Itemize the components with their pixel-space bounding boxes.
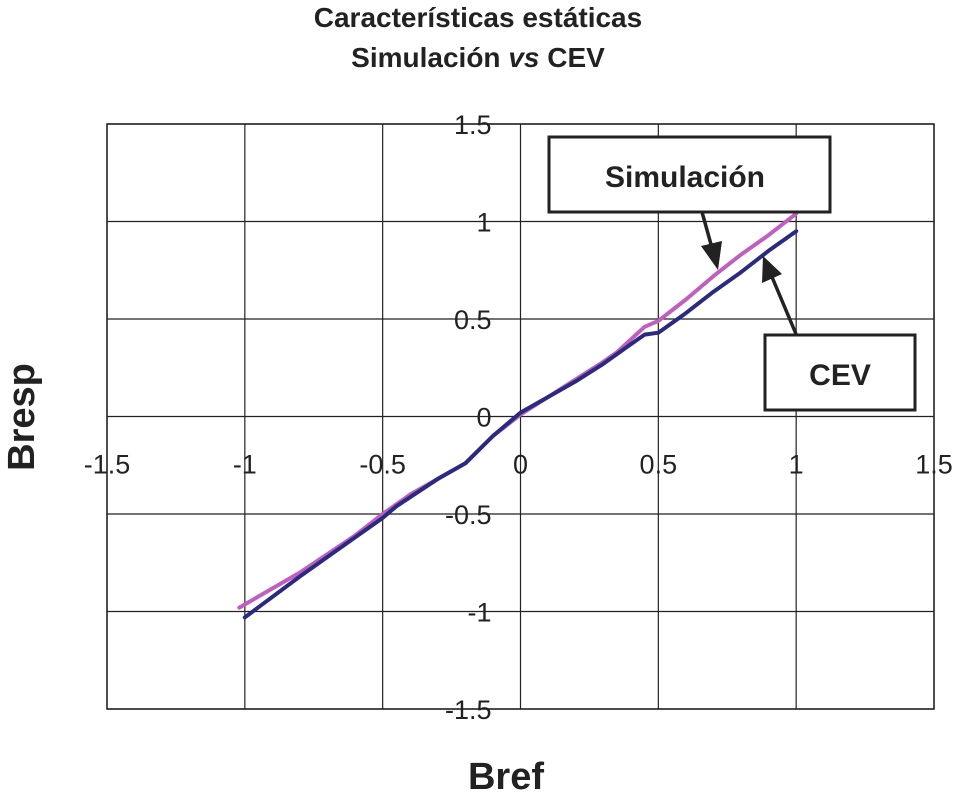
callout-cev-box (763, 333, 917, 412)
subtitle-em: vs (508, 42, 539, 73)
callout-cev: CEV (762, 256, 917, 412)
series-line-simulacion (237, 211, 799, 610)
x-tick-label: -1.5 (84, 450, 131, 480)
y-tick-label: 0 (476, 403, 491, 433)
callout-cev-label: CEV (809, 359, 871, 392)
y-axis-title: Bresp (1, 363, 43, 471)
y-tick-label: -0.5 (445, 500, 492, 530)
callout-simulacion-label: Simulación (605, 161, 765, 194)
x-tick-label: 0.5 (640, 450, 678, 480)
x-tick-label: 1.5 (915, 450, 953, 480)
callout-cev-arrow (770, 276, 798, 335)
y-tick-label: 1 (476, 208, 491, 238)
chart-subtitle: Simulación vs CEV (351, 42, 605, 73)
x-tick-label: 1 (789, 450, 804, 480)
subtitle-suffix: CEV (539, 42, 605, 73)
tick-labels: -1.5 -1 -0.5 0 0.5 1 1.5 -1.5 -1 -0.5 0 0.5 1 1.5 (84, 110, 953, 725)
callout-simulacion-arrow (700, 211, 714, 249)
series-line-cev (242, 229, 799, 620)
chart-title: Características estáticas (314, 2, 642, 33)
y-tick-label: 1.5 (454, 110, 492, 140)
y-tick-label: 0.5 (454, 305, 492, 335)
x-axis-title: Bref (468, 756, 544, 794)
plot-frame (106, 123, 935, 710)
y-tick-label: -1.5 (445, 695, 492, 725)
subtitle-prefix: Simulación (351, 42, 508, 73)
callout-simulacion-arrowhead (701, 241, 722, 270)
callout-simulacion: Simulación (547, 135, 832, 270)
x-tick-label: -1 (233, 450, 257, 480)
callout-simulacion-box (547, 135, 832, 214)
series-lines (237, 211, 799, 620)
callout-cev-arrowhead (762, 256, 782, 283)
x-tick-label: 0 (513, 450, 528, 480)
y-tick-label: -1 (467, 598, 491, 628)
x-tick-label: -0.5 (359, 450, 406, 480)
